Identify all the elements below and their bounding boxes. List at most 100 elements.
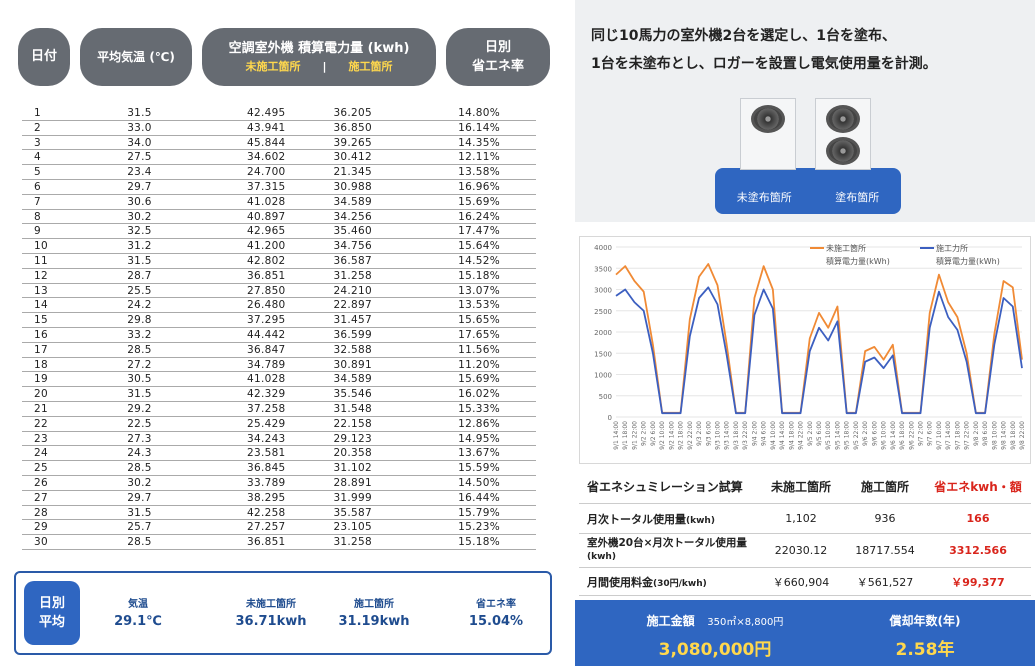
series-line-untreated — [615, 263, 1023, 414]
cell-untreated: 36.851 — [247, 536, 286, 549]
legend-label: 施工力所 — [936, 243, 968, 253]
cell-day: 2 — [34, 121, 41, 134]
cell-treated: 36.205 — [333, 107, 372, 119]
cell-treated: 30.412 — [333, 151, 372, 164]
y-tick-label: 500 — [599, 393, 612, 401]
table-row: 26 30.2 33.789 28.891 14.50% — [22, 476, 536, 491]
x-tick-label: 9/5 18:00 — [844, 421, 851, 450]
x-tick-label: 9/6 6:00 — [871, 421, 878, 446]
table-row: 22 22.5 25.429 22.158 12.86% — [22, 417, 536, 432]
cell-treated: 29.123 — [333, 432, 372, 445]
x-tick-label: 9/2 14:00 — [668, 421, 675, 450]
cell-day: 15 — [34, 314, 48, 327]
cell-untreated: 37.295 — [247, 314, 286, 327]
cell-temp: 30.6 — [127, 195, 152, 208]
cell-treated: 34.256 — [333, 210, 372, 223]
x-tick-label: 9/4 14:00 — [779, 421, 786, 450]
x-tick-label: 9/8 6:00 — [982, 421, 989, 446]
cell-temp: 29.8 — [127, 314, 152, 327]
cell-treated: 31.548 — [333, 402, 372, 415]
table-row: 9 32.5 42.965 35.460 17.47% — [22, 224, 536, 240]
table-row: 25 28.5 36.845 31.102 15.59% — [22, 461, 536, 476]
table-row: 6 29.7 37.315 30.988 16.96% — [22, 180, 536, 195]
cell-untreated: 23.581 — [247, 447, 286, 460]
cell-treated: 28.891 — [333, 476, 372, 489]
x-tick-label: 9/6 10:00 — [881, 421, 888, 450]
cell-saving: 17.47% — [458, 225, 500, 238]
cell-saving: 11.20% — [458, 358, 500, 371]
cell-temp: 34.0 — [127, 136, 152, 149]
cell-treated: 32.588 — [333, 343, 372, 356]
x-tick-label: 9/4 10:00 — [770, 421, 777, 450]
cell-treated: 22.158 — [333, 417, 372, 430]
cell-day: 8 — [34, 210, 41, 223]
table-row: 20 31.5 42.329 35.546 16.02% — [22, 387, 536, 402]
cell-temp: 23.4 — [127, 166, 152, 179]
table-row: 7 30.6 41.028 34.589 15.69% — [22, 195, 536, 210]
photo-caption-box: 未塗布箇所 塗布箇所 — [715, 168, 901, 214]
cell-temp: 25.5 — [127, 284, 152, 297]
cell-day: 3 — [34, 136, 41, 149]
cell-untreated: 44.442 — [247, 328, 286, 341]
average-treated: 施工箇所 31.19kwh — [338, 599, 410, 629]
x-tick-label: 9/7 10:00 — [936, 421, 943, 450]
cell-treated: 34.589 — [333, 373, 372, 386]
cell-day: 14 — [34, 299, 48, 312]
cell-saving: 15.69% — [458, 195, 500, 208]
legend-label-unit: 積算電力量(kWh) — [936, 256, 1000, 266]
table-row: 27 29.7 38.295 31.999 16.44% — [22, 491, 536, 506]
cell-treated: 31.999 — [333, 491, 372, 504]
cell-day: 19 — [34, 373, 48, 386]
x-tick-label: 9/4 2:00 — [751, 421, 758, 446]
cell-untreated: 43.941 — [247, 121, 286, 134]
x-tick-label: 9/5 2:00 — [807, 421, 814, 446]
header-treated: 施工箇所 — [348, 59, 393, 73]
table-row: 5 23.4 24.700 21.345 13.58% — [22, 165, 536, 180]
table-row: 11 31.5 42.802 36.587 14.52% — [22, 254, 536, 269]
cell-untreated: 41.200 — [247, 240, 286, 253]
cell-temp: 27.3 — [127, 432, 152, 445]
header-day: 日付 — [18, 28, 70, 86]
y-tick-label: 3500 — [594, 265, 612, 273]
y-tick-label: 3000 — [594, 287, 612, 295]
table-row: 21 29.2 37.258 31.548 15.33% — [22, 402, 536, 417]
legend-label-unit: 積算電力量(kWh) — [826, 256, 890, 266]
y-tick-label: 0 — [608, 414, 612, 422]
construction-cost: 施工金額 350㎡×8,800円 3,080,000円 — [646, 614, 784, 660]
cell-day: 20 — [34, 388, 48, 401]
cell-treated: 23.105 — [333, 521, 372, 534]
cell-day: 29 — [34, 521, 48, 534]
cell-day: 12 — [34, 269, 48, 282]
cell-treated: 34.589 — [333, 195, 372, 208]
cell-saving: 16.44% — [458, 491, 500, 504]
x-tick-label: 9/3 2:00 — [696, 421, 703, 446]
cell-saving: 13.07% — [458, 284, 500, 297]
cell-temp: 32.5 — [127, 225, 152, 238]
simulation-row-20units: 室外機20台×月次トータル使用量(kwh) 22030.12 18717.554… — [579, 534, 1031, 568]
x-tick-label: 9/6 14:00 — [890, 421, 897, 450]
simulation-row-monthly: 月次トータル使用量(kwh) 1,102 936 166 — [579, 504, 1031, 534]
cell-day: 23 — [34, 432, 48, 445]
table-row: 14 24.2 26.480 22.897 13.53% — [22, 298, 536, 314]
simulation-row-cost: 月間使用料金(30円/kwh) ￥660,904 ￥561,527 ￥99,37… — [579, 568, 1031, 596]
intro-band: 同じ10馬力の室外機2台を選定し、1台を塗布、 1台を未塗布とし、ロガーを設置し… — [575, 0, 1035, 222]
cell-saving: 15.33% — [458, 402, 500, 415]
cell-untreated: 41.028 — [247, 373, 286, 386]
cell-treated: 31.102 — [333, 462, 372, 475]
cell-day: 22 — [34, 417, 48, 430]
table-row: 13 25.5 27.850 24.210 13.07% — [22, 284, 536, 299]
average-saving: 省エネ率 15.04% — [468, 599, 524, 629]
cell-temp: 27.2 — [127, 358, 152, 371]
cell-saving: 15.59% — [458, 462, 500, 475]
x-tick-label: 9/3 10:00 — [715, 421, 722, 450]
cell-temp: 30.2 — [127, 476, 152, 489]
cell-saving: 16.24% — [458, 210, 500, 223]
cell-untreated: 42.495 — [247, 107, 286, 119]
table-row: 1 31.5 42.495 36.205 14.80% — [22, 106, 536, 121]
simulation-header: 省エネシュミレーション試算 未施工箇所 施工箇所 省エネkwh・額 — [579, 470, 1031, 504]
cell-untreated: 41.028 — [247, 195, 286, 208]
cell-temp: 31.5 — [127, 254, 152, 267]
table-row: 23 27.3 34.243 29.123 14.95% — [22, 432, 536, 447]
cell-saving: 15.79% — [458, 506, 500, 519]
x-tick-label: 9/8 14:00 — [1001, 421, 1008, 450]
